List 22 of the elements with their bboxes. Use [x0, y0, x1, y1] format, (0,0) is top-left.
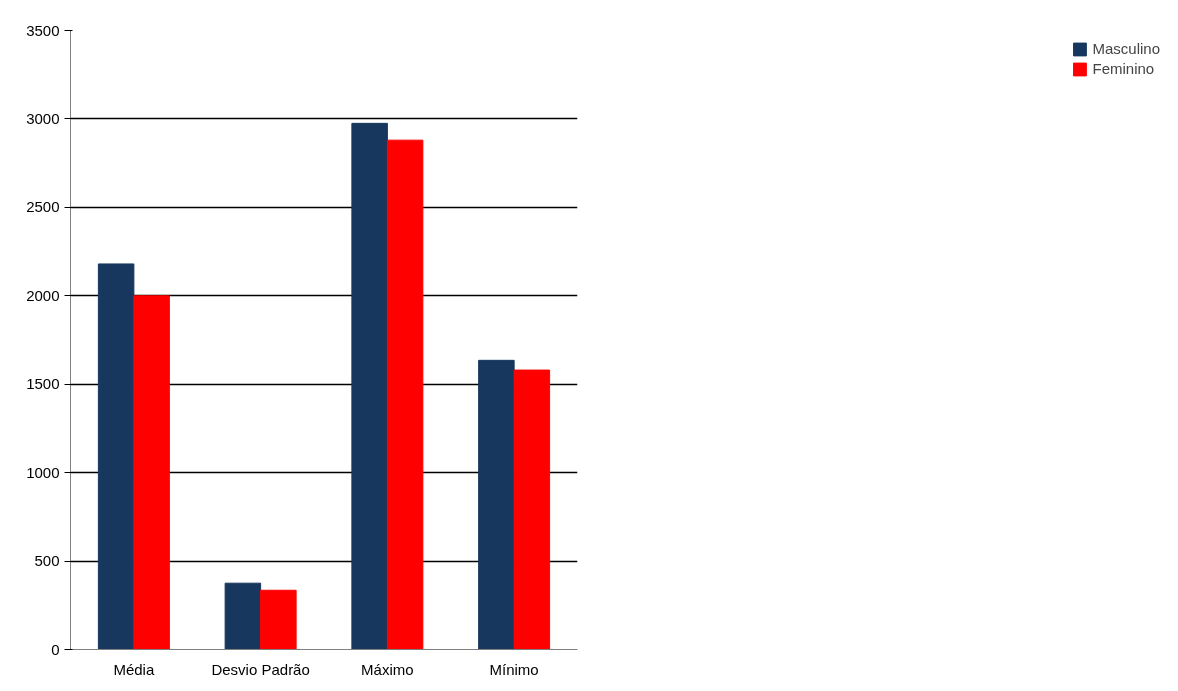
bar [351, 122, 388, 650]
y-tick-label: 2000 [26, 286, 60, 304]
y-tick-label: 1500 [26, 375, 60, 393]
y-tick-label: 500 [34, 552, 60, 570]
x-tick-label: Desvio Padrão [211, 660, 310, 678]
bar [224, 582, 262, 650]
bar [386, 139, 424, 650]
y-tick-label: 2500 [26, 198, 60, 216]
legend-label: Masculino [1092, 40, 1160, 57]
bar [513, 369, 551, 650]
x-tick-label: Máximo [361, 660, 414, 678]
y-tick-label: 0 [51, 640, 60, 658]
x-tick-label: Mínimo [489, 660, 539, 678]
bar [97, 263, 135, 650]
y-tick-label: 1000 [26, 463, 60, 481]
x-tick-label: Média [113, 660, 155, 678]
bar [478, 359, 515, 650]
legend-label: Feminino [1092, 60, 1155, 77]
y-tick-label: 3500 [26, 21, 60, 39]
bar [133, 295, 170, 650]
y-tick-label: 3000 [26, 109, 60, 127]
bar [260, 589, 297, 650]
